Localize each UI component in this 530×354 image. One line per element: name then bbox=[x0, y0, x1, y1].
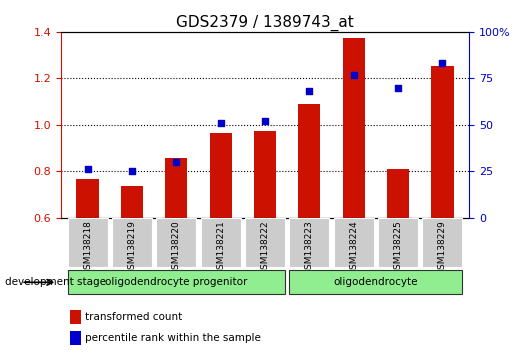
FancyBboxPatch shape bbox=[378, 218, 418, 267]
Bar bbox=[70, 331, 81, 345]
FancyBboxPatch shape bbox=[68, 270, 285, 294]
Text: GSM138223: GSM138223 bbox=[305, 220, 314, 275]
Text: GSM138219: GSM138219 bbox=[127, 220, 136, 275]
Text: transformed count: transformed count bbox=[85, 312, 182, 322]
FancyBboxPatch shape bbox=[156, 218, 196, 267]
FancyBboxPatch shape bbox=[422, 218, 462, 267]
Text: oligodendrocyte: oligodendrocyte bbox=[334, 277, 418, 287]
Bar bbox=[165, 159, 188, 218]
Title: GDS2379 / 1389743_at: GDS2379 / 1389743_at bbox=[176, 14, 354, 30]
Bar bbox=[209, 133, 232, 218]
Point bbox=[261, 118, 269, 124]
Bar bbox=[431, 65, 454, 218]
Point bbox=[394, 85, 402, 91]
Text: GSM138220: GSM138220 bbox=[172, 220, 181, 275]
Text: GSM138225: GSM138225 bbox=[394, 220, 403, 275]
Bar bbox=[76, 179, 99, 218]
FancyBboxPatch shape bbox=[201, 218, 241, 267]
FancyBboxPatch shape bbox=[289, 218, 329, 267]
Point bbox=[172, 159, 181, 165]
FancyBboxPatch shape bbox=[245, 218, 285, 267]
Text: oligodendrocyte progenitor: oligodendrocyte progenitor bbox=[105, 277, 248, 287]
Text: GSM138218: GSM138218 bbox=[83, 220, 92, 275]
Bar bbox=[387, 169, 409, 218]
Text: GSM138222: GSM138222 bbox=[261, 220, 269, 275]
Point bbox=[438, 61, 447, 66]
Point bbox=[349, 72, 358, 78]
Bar bbox=[70, 310, 81, 324]
Text: GSM138229: GSM138229 bbox=[438, 220, 447, 275]
Text: development stage: development stage bbox=[5, 278, 107, 287]
Point bbox=[128, 169, 136, 174]
Point bbox=[83, 167, 92, 172]
Point bbox=[305, 88, 314, 94]
FancyBboxPatch shape bbox=[68, 218, 108, 267]
Bar bbox=[254, 131, 276, 218]
Bar bbox=[298, 104, 321, 218]
Point bbox=[216, 120, 225, 126]
FancyBboxPatch shape bbox=[289, 270, 462, 294]
Bar bbox=[342, 38, 365, 218]
FancyBboxPatch shape bbox=[334, 218, 374, 267]
Text: GSM138221: GSM138221 bbox=[216, 220, 225, 275]
Text: GSM138224: GSM138224 bbox=[349, 220, 358, 275]
FancyBboxPatch shape bbox=[112, 218, 152, 267]
Text: percentile rank within the sample: percentile rank within the sample bbox=[85, 333, 261, 343]
Bar bbox=[121, 186, 143, 218]
